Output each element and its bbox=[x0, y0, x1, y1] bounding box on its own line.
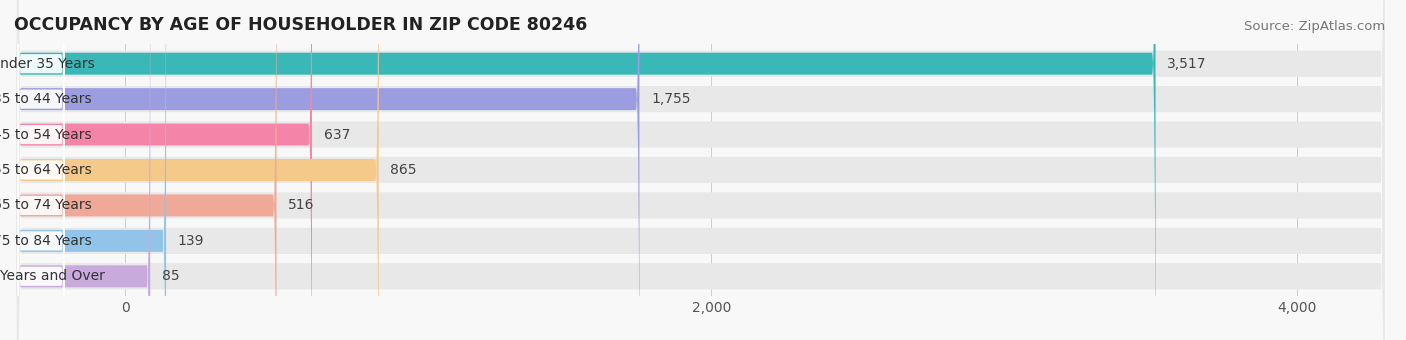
Text: 65 to 74 Years: 65 to 74 Years bbox=[0, 199, 91, 212]
FancyBboxPatch shape bbox=[17, 0, 277, 340]
FancyBboxPatch shape bbox=[17, 0, 1385, 340]
FancyBboxPatch shape bbox=[17, 0, 378, 340]
FancyBboxPatch shape bbox=[17, 0, 1385, 340]
FancyBboxPatch shape bbox=[17, 0, 312, 340]
Text: 75 to 84 Years: 75 to 84 Years bbox=[0, 234, 91, 248]
Text: 516: 516 bbox=[288, 199, 315, 212]
Text: 637: 637 bbox=[323, 128, 350, 141]
FancyBboxPatch shape bbox=[18, 0, 65, 340]
FancyBboxPatch shape bbox=[17, 0, 1385, 340]
Text: 35 to 44 Years: 35 to 44 Years bbox=[0, 92, 91, 106]
FancyBboxPatch shape bbox=[17, 0, 1385, 340]
Text: OCCUPANCY BY AGE OF HOUSEHOLDER IN ZIP CODE 80246: OCCUPANCY BY AGE OF HOUSEHOLDER IN ZIP C… bbox=[14, 16, 588, 34]
Text: 85: 85 bbox=[162, 269, 180, 283]
FancyBboxPatch shape bbox=[18, 0, 65, 340]
Text: 45 to 54 Years: 45 to 54 Years bbox=[0, 128, 91, 141]
FancyBboxPatch shape bbox=[18, 0, 65, 340]
FancyBboxPatch shape bbox=[17, 0, 1385, 340]
FancyBboxPatch shape bbox=[17, 0, 150, 340]
FancyBboxPatch shape bbox=[17, 0, 1385, 340]
Text: Under 35 Years: Under 35 Years bbox=[0, 57, 94, 71]
FancyBboxPatch shape bbox=[17, 0, 640, 340]
FancyBboxPatch shape bbox=[18, 0, 65, 340]
Text: 3,517: 3,517 bbox=[1167, 57, 1206, 71]
FancyBboxPatch shape bbox=[18, 0, 65, 340]
Text: 139: 139 bbox=[177, 234, 204, 248]
Text: 85 Years and Over: 85 Years and Over bbox=[0, 269, 105, 283]
FancyBboxPatch shape bbox=[17, 0, 1385, 340]
Text: Source: ZipAtlas.com: Source: ZipAtlas.com bbox=[1244, 20, 1385, 33]
FancyBboxPatch shape bbox=[18, 0, 65, 340]
FancyBboxPatch shape bbox=[18, 0, 65, 340]
Text: 55 to 64 Years: 55 to 64 Years bbox=[0, 163, 91, 177]
Text: 1,755: 1,755 bbox=[651, 92, 690, 106]
FancyBboxPatch shape bbox=[17, 0, 1156, 340]
Text: 865: 865 bbox=[391, 163, 418, 177]
FancyBboxPatch shape bbox=[17, 0, 166, 340]
